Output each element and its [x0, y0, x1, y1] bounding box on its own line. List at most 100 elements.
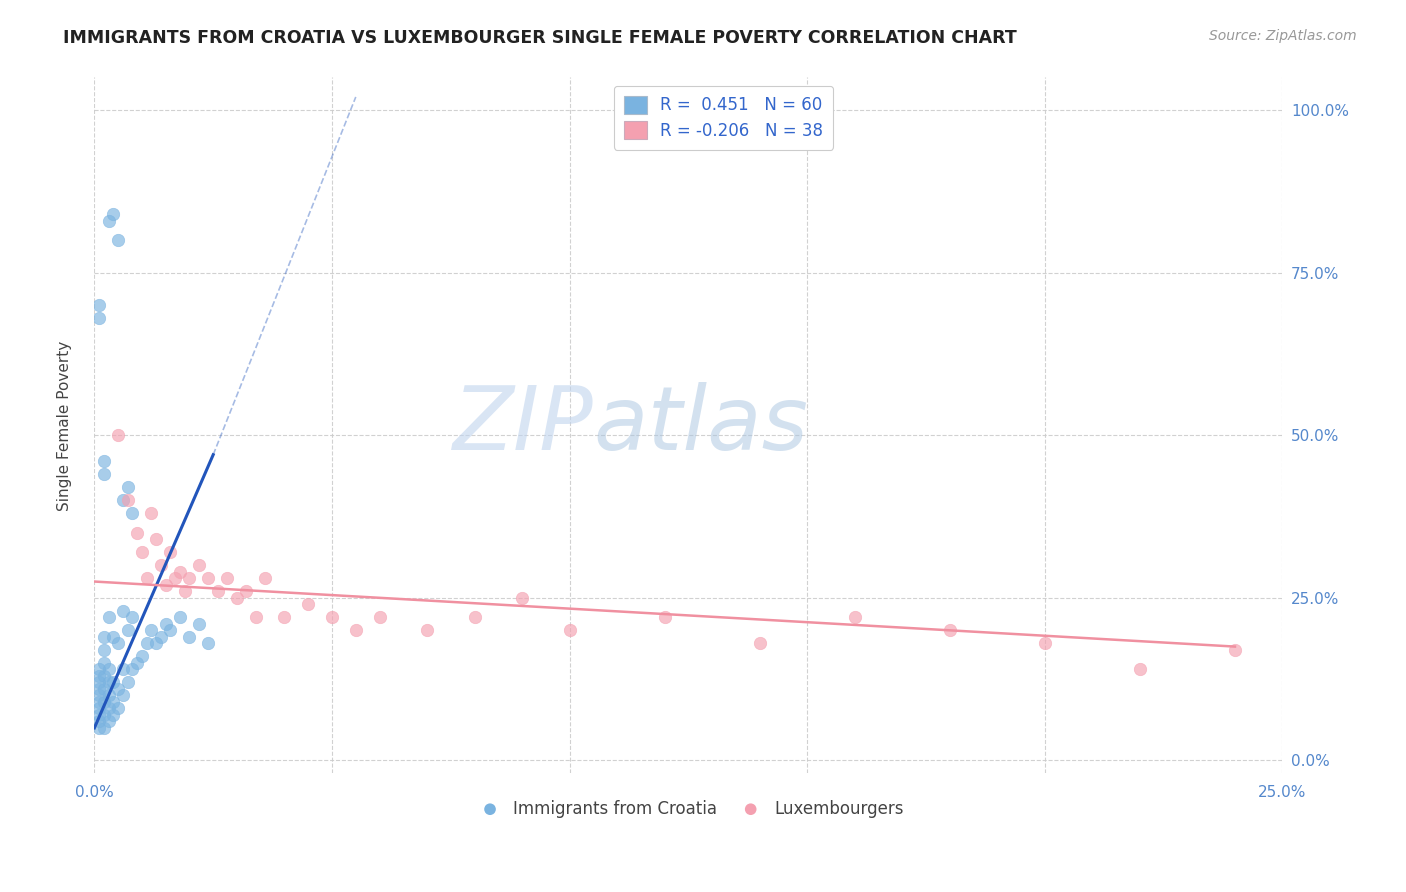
Legend: Immigrants from Croatia, Luxembourgers: Immigrants from Croatia, Luxembourgers — [467, 793, 910, 824]
Point — [93, 656, 115, 670]
Point — [197, 636, 219, 650]
Point — [89, 689, 111, 703]
Point — [297, 597, 319, 611]
Point — [89, 695, 111, 709]
Point — [135, 636, 157, 650]
Point — [321, 610, 343, 624]
Point — [107, 701, 129, 715]
Point — [117, 624, 139, 638]
Point — [179, 571, 201, 585]
Point — [135, 571, 157, 585]
Point — [93, 721, 115, 735]
Point — [748, 636, 770, 650]
Point — [93, 467, 115, 482]
Point — [131, 545, 153, 559]
Point — [141, 506, 163, 520]
Point — [558, 624, 581, 638]
Point — [121, 506, 143, 520]
Point — [97, 714, 120, 729]
Point — [179, 630, 201, 644]
Y-axis label: Single Female Poverty: Single Female Poverty — [58, 341, 72, 510]
Point — [127, 656, 149, 670]
Point — [169, 565, 191, 579]
Point — [235, 584, 257, 599]
Point — [165, 571, 187, 585]
Point — [93, 681, 115, 696]
Point — [464, 610, 486, 624]
Point — [89, 311, 111, 326]
Point — [89, 675, 111, 690]
Point — [93, 695, 115, 709]
Point — [141, 624, 163, 638]
Point — [107, 681, 129, 696]
Text: ZIP: ZIP — [453, 383, 593, 468]
Point — [111, 662, 134, 676]
Point — [197, 571, 219, 585]
Point — [939, 624, 962, 638]
Point — [107, 428, 129, 442]
Point — [103, 707, 125, 722]
Text: atlas: atlas — [593, 383, 808, 468]
Point — [155, 616, 177, 631]
Point — [97, 689, 120, 703]
Point — [93, 707, 115, 722]
Point — [97, 662, 120, 676]
Point — [416, 624, 439, 638]
Point — [93, 669, 115, 683]
Point — [89, 298, 111, 312]
Point — [1033, 636, 1056, 650]
Point — [93, 454, 115, 468]
Point — [159, 624, 181, 638]
Point — [121, 662, 143, 676]
Point — [155, 578, 177, 592]
Point — [188, 616, 211, 631]
Point — [145, 636, 167, 650]
Point — [89, 681, 111, 696]
Point — [159, 545, 181, 559]
Text: Source: ZipAtlas.com: Source: ZipAtlas.com — [1209, 29, 1357, 43]
Point — [131, 649, 153, 664]
Point — [245, 610, 267, 624]
Point — [149, 630, 172, 644]
Point — [97, 675, 120, 690]
Point — [1223, 643, 1246, 657]
Point — [145, 533, 167, 547]
Point — [654, 610, 676, 624]
Point — [111, 604, 134, 618]
Point — [107, 233, 129, 247]
Point — [127, 525, 149, 540]
Point — [93, 643, 115, 657]
Point — [89, 714, 111, 729]
Point — [89, 707, 111, 722]
Point — [97, 701, 120, 715]
Point — [121, 610, 143, 624]
Point — [173, 584, 195, 599]
Point — [89, 721, 111, 735]
Text: IMMIGRANTS FROM CROATIA VS LUXEMBOURGER SINGLE FEMALE POVERTY CORRELATION CHART: IMMIGRANTS FROM CROATIA VS LUXEMBOURGER … — [63, 29, 1017, 46]
Point — [89, 669, 111, 683]
Point — [368, 610, 391, 624]
Point — [111, 493, 134, 508]
Point — [254, 571, 277, 585]
Point — [117, 675, 139, 690]
Point — [510, 591, 533, 605]
Point — [103, 675, 125, 690]
Point — [97, 213, 120, 227]
Point — [117, 493, 139, 508]
Point — [103, 207, 125, 221]
Point — [103, 630, 125, 644]
Point — [97, 610, 120, 624]
Point — [107, 636, 129, 650]
Point — [217, 571, 239, 585]
Point — [169, 610, 191, 624]
Point — [273, 610, 295, 624]
Point — [111, 689, 134, 703]
Point — [344, 624, 367, 638]
Point — [188, 558, 211, 573]
Point — [226, 591, 249, 605]
Point — [93, 630, 115, 644]
Point — [1129, 662, 1152, 676]
Point — [89, 662, 111, 676]
Point — [103, 695, 125, 709]
Point — [149, 558, 172, 573]
